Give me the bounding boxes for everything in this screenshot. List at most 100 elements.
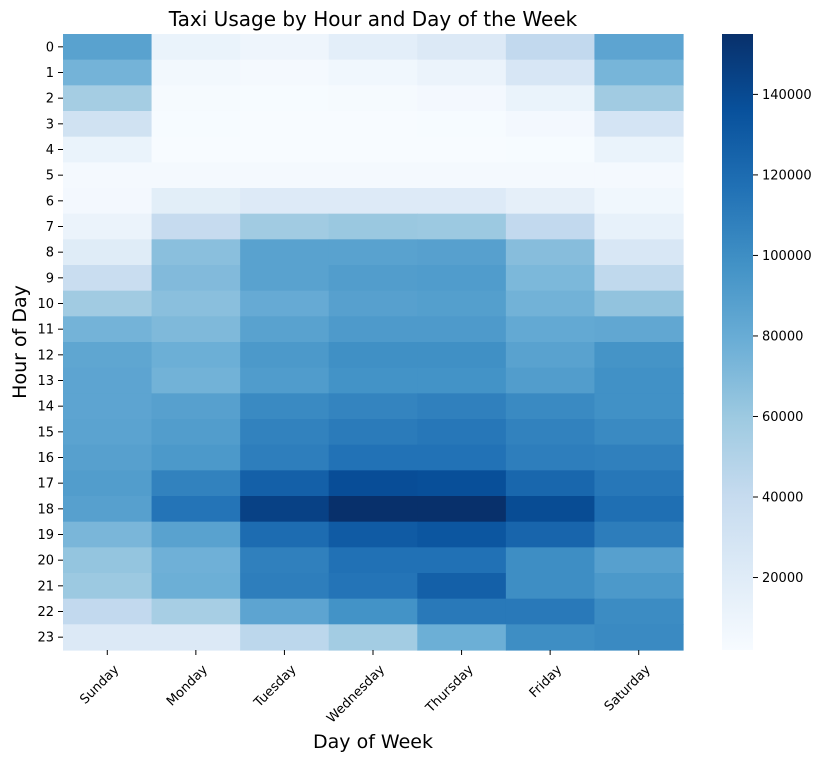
heatmap-cell (240, 367, 330, 394)
heatmap-cell (63, 188, 153, 215)
heatmap-cell (594, 59, 684, 86)
heatmap-cell (594, 367, 684, 394)
heatmap-cell (328, 85, 418, 112)
heatmap-cell (328, 470, 418, 497)
y-tick-label: 14 (37, 400, 54, 415)
heatmap-cell (240, 393, 330, 420)
heatmap-cell (328, 547, 418, 574)
heatmap-cell (328, 188, 418, 215)
heatmap-cell (63, 85, 153, 112)
y-tick-label: 23 (37, 631, 54, 646)
heatmap-cell (328, 316, 418, 343)
heatmap-cell (151, 316, 241, 343)
heatmap-cell (151, 59, 241, 86)
heatmap-cell (63, 213, 153, 240)
y-tick-label: 0 (46, 40, 54, 55)
colorbar-ticks: 20000 40000 60000 80000 100000 120000 140000 (753, 88, 812, 586)
x-tick-label: Tuesday (251, 662, 300, 711)
heatmap-cell (417, 573, 507, 600)
heatmap-cell (328, 342, 418, 369)
x-axis-label: Day of Week (313, 731, 433, 753)
heatmap-cell (505, 470, 596, 497)
heatmap-cell (417, 521, 507, 548)
chart-title: Taxi Usage by Hour and Day of the Week (168, 7, 578, 31)
heatmap-cell (505, 188, 596, 215)
heatmap-cell (63, 470, 153, 497)
heatmap-cell (151, 419, 241, 446)
heatmap-cell (594, 342, 684, 369)
y-tick-label: 11 (37, 323, 54, 338)
y-tick-label: 17 (37, 477, 54, 492)
heatmap-cell (151, 624, 241, 651)
heatmap-cell (505, 162, 596, 189)
heatmap-cell (594, 496, 684, 523)
heatmap-cell (240, 573, 330, 600)
heatmap-cell (240, 547, 330, 574)
heatmap-cell (505, 85, 596, 112)
x-tick-label: Wednesday (324, 662, 388, 726)
heatmap-cell (328, 419, 418, 446)
x-tick-label: Thursday (423, 662, 477, 716)
heatmap-cell (417, 444, 507, 471)
heatmap-cell (328, 290, 418, 317)
heatmap-cell (328, 444, 418, 471)
heatmap-cell (505, 547, 596, 574)
y-tick-label: 18 (37, 502, 54, 517)
heatmap-cell (417, 342, 507, 369)
heatmap-cell (505, 265, 596, 292)
heatmap-cell (63, 239, 153, 266)
heatmap-cell (63, 290, 153, 317)
heatmap-cell (594, 213, 684, 240)
y-tick-label: 19 (37, 528, 54, 543)
heatmap-cell (328, 265, 418, 292)
heatmap-cell (417, 624, 507, 651)
heatmap-cell (594, 470, 684, 497)
heatmap-cell (594, 162, 684, 189)
heatmap-cell (151, 470, 241, 497)
heatmap-cell (63, 624, 153, 651)
heatmap-cell (417, 290, 507, 317)
heatmap-cell (328, 34, 418, 61)
y-tick-label: 21 (37, 579, 54, 594)
heatmap-cell (594, 624, 684, 651)
heatmap-cell (151, 342, 241, 369)
heatmap-cell (240, 444, 330, 471)
heatmap-cell (63, 444, 153, 471)
heatmap-cell (240, 59, 330, 86)
heatmap-cell (594, 393, 684, 420)
heatmap-cell (240, 316, 330, 343)
heatmap-cell (328, 111, 418, 138)
heatmap-cell (151, 265, 241, 292)
heatmap-cell (417, 34, 507, 61)
heatmap-cell (417, 419, 507, 446)
heatmap-cell (417, 136, 507, 163)
heatmap-cell (328, 496, 418, 523)
colorbar-tick-label: 80000 (762, 329, 803, 344)
heatmap-cell (151, 213, 241, 240)
colorbar (722, 34, 753, 650)
heatmap-cell (240, 496, 330, 523)
heatmap-cell (151, 34, 241, 61)
heatmap-cell (594, 111, 684, 138)
heatmap-cell (505, 316, 596, 343)
heatmap-cell (240, 265, 330, 292)
heatmap-cell (328, 136, 418, 163)
heatmap-cell (151, 496, 241, 523)
y-tick-label: 12 (37, 348, 54, 363)
colorbar-tick-label: 100000 (762, 249, 812, 264)
heatmap-cell (240, 111, 330, 138)
heatmap-cell (328, 239, 418, 266)
heatmap-cell (505, 444, 596, 471)
heatmap-cell (505, 496, 596, 523)
heatmap-cell (240, 239, 330, 266)
heatmap-cell (151, 188, 241, 215)
heatmap-cell (151, 547, 241, 574)
heatmap-cell (417, 598, 507, 625)
heatmap-cell (240, 624, 330, 651)
heatmap-cell (417, 470, 507, 497)
heatmap-cell (505, 34, 596, 61)
heatmap-cell (151, 162, 241, 189)
heatmap-cell (328, 59, 418, 86)
